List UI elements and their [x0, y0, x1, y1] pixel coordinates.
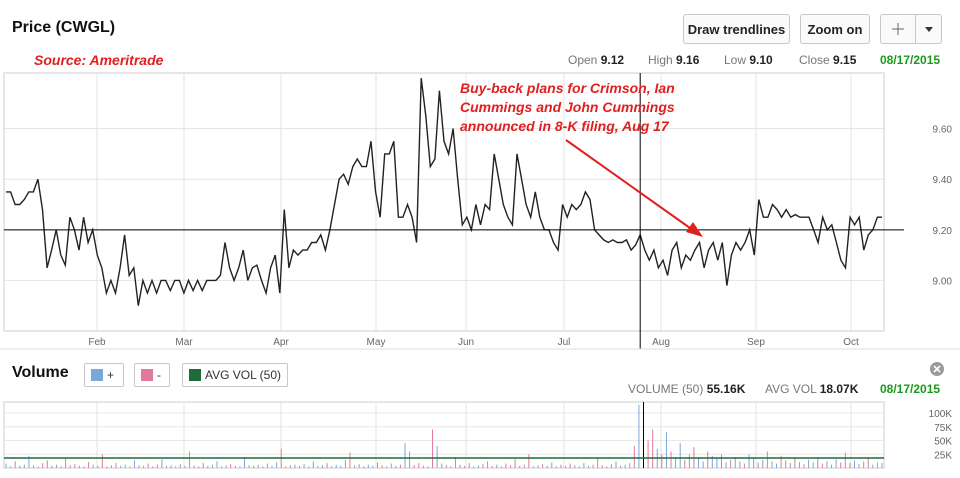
price-x-tick-label: Jul [558, 337, 571, 348]
price-x-tick-label: Aug [652, 337, 670, 348]
avg-volume-readout: AVG VOL 18.07K [765, 382, 859, 396]
legend-up-volume[interactable]: + [84, 363, 124, 387]
crosshair-dropdown-button[interactable] [880, 14, 942, 44]
legend-avg-volume[interactable]: AVG VOL (50) [182, 363, 288, 387]
price-x-tick-label: May [367, 337, 386, 348]
price-x-tick-label: Sep [747, 337, 765, 348]
caret-down-icon [917, 15, 941, 43]
volume-bars [5, 402, 883, 468]
price-x-axis: Feb Mar Apr May Jun Jul Aug Sep Oct [88, 337, 859, 348]
price-y-axis: 9.00 9.20 9.40 9.60 [933, 125, 953, 288]
volume-date: 08/17/2015 [880, 382, 941, 396]
price-y-tick-label: 9.00 [933, 276, 953, 287]
price-y-tick-label: 9.20 [933, 226, 953, 237]
price-x-tick-label: Apr [273, 337, 289, 348]
price-x-tick-label: Jun [458, 337, 474, 348]
volume-title: Volume [12, 364, 69, 381]
close-circle-icon[interactable] [929, 361, 945, 377]
volume-y-tick-label: 75K [934, 423, 952, 434]
draw-trendlines-button[interactable]: Draw trendlines [683, 14, 790, 44]
up-volume-swatch [91, 368, 103, 381]
price-x-tick-label: Feb [88, 337, 106, 348]
volume-y-tick-label: 100K [929, 409, 953, 420]
zoom-on-button[interactable]: Zoom on [800, 14, 870, 44]
volume-y-tick-label: 50K [934, 437, 952, 448]
price-plot-area [3, 72, 885, 332]
avg-volume-swatch [189, 368, 201, 381]
volume-grid [4, 402, 884, 468]
ohlc-open: Open 9.12 [568, 53, 625, 67]
price-line [6, 78, 882, 306]
crosshair-icon [881, 15, 916, 43]
volume-y-tick-label: 25K [934, 450, 952, 461]
price-x-tick-label: Mar [175, 337, 193, 348]
price-y-tick-label: 9.40 [933, 175, 953, 186]
annotation-arrow [565, 139, 703, 237]
ohlc-close: Close 9.15 [799, 53, 857, 67]
buyback-annotation: Buy-back plans for Crimson, Ian Cummings… [460, 80, 675, 134]
legend-down-volume[interactable]: - [134, 363, 170, 387]
volume-y-axis: 100K 75K 50K 25K [929, 409, 953, 461]
price-y-tick-label: 9.60 [933, 125, 953, 136]
ohlc-low: Low 9.10 [724, 53, 773, 67]
price-date: 08/17/2015 [880, 53, 941, 67]
source-label: Source: Ameritrade [34, 52, 164, 68]
page-title: Price (CWGL) [12, 19, 116, 36]
volume-readout: VOLUME (50) 55.16K [628, 382, 746, 396]
down-volume-swatch [141, 368, 153, 381]
ohlc-high: High 9.16 [648, 53, 700, 67]
price-x-tick-label: Oct [843, 337, 859, 348]
